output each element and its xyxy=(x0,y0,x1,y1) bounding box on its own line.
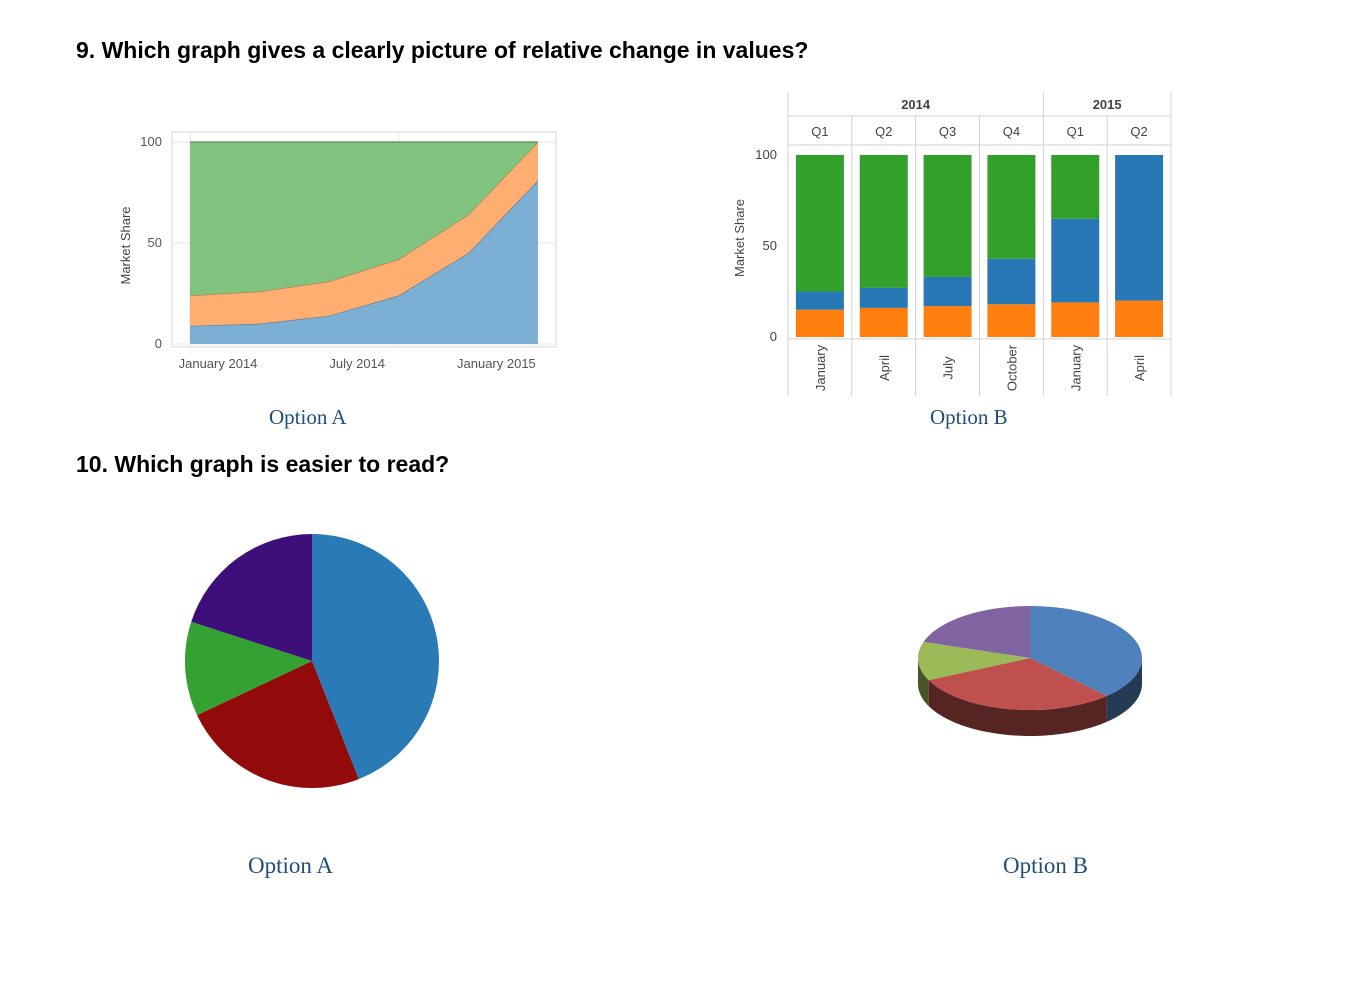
y-tick-label: 100 xyxy=(140,134,162,149)
area-series-2-edge xyxy=(189,141,539,297)
q10-option-b-3d-pie-chart xyxy=(918,606,1142,736)
bar-segment xyxy=(859,287,908,308)
quarter-header: Q1 xyxy=(1067,124,1084,139)
q9-option-b-label[interactable]: Option B xyxy=(930,405,1008,429)
quarter-header: Q4 xyxy=(1003,124,1020,139)
year-header: 2015 xyxy=(1093,97,1122,112)
bar-segment xyxy=(795,309,844,337)
q10-option-a-label[interactable]: Option A xyxy=(248,853,333,878)
bar-segment xyxy=(923,155,972,277)
bar-segment xyxy=(987,155,1036,259)
bar-segment xyxy=(1115,155,1164,301)
quarter-header: Q2 xyxy=(875,124,892,139)
y-axis-title: Market Share xyxy=(118,206,133,284)
x-tick-label: April xyxy=(877,355,892,381)
question-10-title: 10. Which graph is easier to read? xyxy=(76,451,450,477)
pie3d-slice-2 xyxy=(928,658,1107,710)
y-tick-label: 0 xyxy=(155,336,162,351)
bar-segment xyxy=(859,155,908,288)
bar-segment xyxy=(1115,300,1164,337)
bar-segment xyxy=(1051,218,1100,303)
pie-slice-3 xyxy=(185,621,312,716)
x-tick-label: April xyxy=(1132,355,1147,381)
bar-segment xyxy=(795,155,844,292)
area-series-3 xyxy=(190,142,538,296)
pie-slice-2 xyxy=(197,661,359,788)
y-axis-title: Market Share xyxy=(732,199,747,277)
area-series-2 xyxy=(190,142,538,326)
q9-option-a-area-chart: 0 50 100 January 2014 July 2014 January 2015 M… xyxy=(118,131,557,371)
bar-segment xyxy=(923,276,972,307)
bar-segment xyxy=(795,291,844,310)
x-tick-label: January xyxy=(1068,344,1083,391)
bar-segment xyxy=(923,306,972,337)
pie3d-side-1 xyxy=(1106,658,1142,722)
q10-option-a-pie-chart xyxy=(185,534,440,788)
y-tick-label: 50 xyxy=(763,238,777,253)
x-tick-label: January 2015 xyxy=(457,356,536,371)
pie-slice-4 xyxy=(191,534,312,661)
bar-segment xyxy=(987,258,1036,305)
pie3d-slice-3 xyxy=(918,641,1030,681)
bar-segment xyxy=(1051,302,1100,337)
bar-segment xyxy=(859,307,908,337)
x-tick-label: January 2014 xyxy=(179,356,258,371)
pie3d-side-3 xyxy=(918,658,929,707)
area-series-1 xyxy=(190,180,538,344)
q9-option-a-label[interactable]: Option A xyxy=(269,405,347,429)
q10-option-b-label[interactable]: Option B xyxy=(1003,853,1088,878)
x-tick-label: July 2014 xyxy=(329,356,385,371)
y-tick-label: 50 xyxy=(148,235,162,250)
q9-option-b-bar-chart: 2014 2015 Q1 Q2 Q3 Q4 Q1 Q2 0 50 100 January April Ju… xyxy=(732,92,1172,396)
quarter-header: Q1 xyxy=(811,124,828,139)
pie3d-side-2 xyxy=(928,680,1107,736)
question-9-title: 9. Which graph gives a clearly picture o… xyxy=(76,37,809,63)
pie-slice-1 xyxy=(312,534,440,780)
quarter-header: Q2 xyxy=(1130,124,1147,139)
bar-segment xyxy=(1051,155,1100,219)
pie3d-slice-1 xyxy=(1030,606,1142,696)
x-tick-label: July xyxy=(941,356,956,380)
x-tick-label: October xyxy=(1004,344,1019,391)
quarter-header: Q3 xyxy=(939,124,956,139)
pie3d-slice-4 xyxy=(923,606,1030,658)
year-header: 2014 xyxy=(901,97,931,112)
y-tick-label: 0 xyxy=(770,329,777,344)
bar-segment xyxy=(987,304,1036,337)
y-tick-label: 100 xyxy=(755,147,777,162)
x-tick-label: January xyxy=(813,344,828,391)
